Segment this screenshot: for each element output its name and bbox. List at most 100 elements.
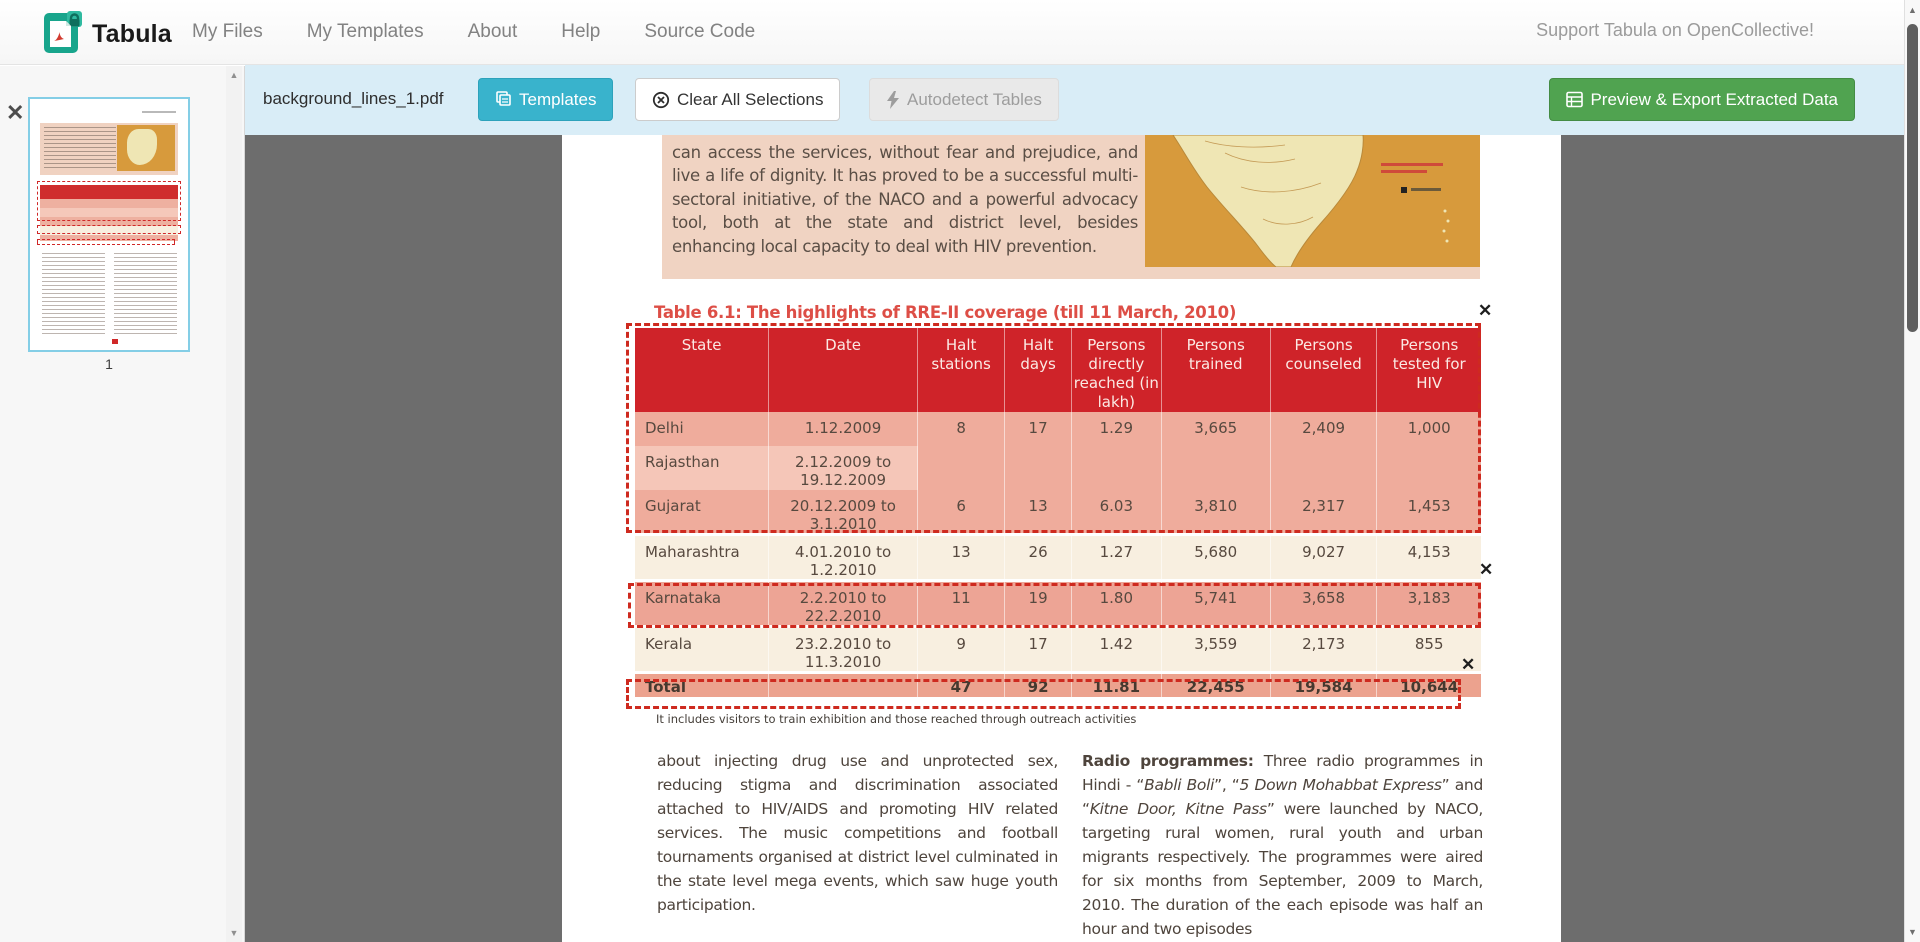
table-cell: 3,559 — [1160, 625, 1271, 673]
india-map-figure — [1145, 135, 1480, 268]
body-text-left-column: about injecting drug use and unprotected… — [657, 752, 1058, 914]
table-cell: 4,153 — [1376, 533, 1481, 581]
table-header-cell: Persons counseled — [1269, 328, 1377, 412]
table-row: Karnataka 2.2.2010 to 22.2.2010 11 19 1.80 5,… — [635, 579, 1481, 627]
table-row: Kerala 23.2.2010 to 11.3.2010 9 17 1.42 3,559… — [635, 625, 1481, 673]
nav-link-source-code[interactable]: Source Code — [644, 21, 756, 42]
thumbnail-close-icon[interactable]: ✕ — [6, 100, 25, 125]
table-header-cell: Date — [768, 328, 918, 412]
table-cell: 1,453 — [1376, 490, 1481, 535]
right-column-segment: Three radio programmes in Hindi - “ — [1082, 752, 1483, 794]
table-row: Rajasthan 2.12.2009 to 19.12.2009 — [635, 446, 1481, 490]
table-cell: 11.81 — [1071, 671, 1162, 697]
sidebar-scroll-up-icon[interactable]: ▲ — [229, 70, 239, 80]
table-cell: 17 — [1004, 412, 1072, 490]
autodetect-tables-button[interactable]: Autodetect Tables — [869, 78, 1059, 121]
scroll-down-icon[interactable]: ▼ — [1908, 927, 1917, 937]
thumb-header-line — [142, 111, 176, 113]
table-cell: 17 — [1004, 625, 1072, 673]
sidebar-scroll-down-icon[interactable]: ▼ — [229, 928, 239, 938]
thumb-map — [117, 125, 175, 171]
table-cell: 4.01.2010 to 1.2.2010 — [768, 533, 918, 581]
table-cell: 2.2.2010 to 22.2.2010 — [768, 579, 918, 627]
thumb-text-col-right — [114, 253, 177, 335]
table-cell: 855 — [1376, 625, 1481, 673]
table-cell: 92 — [1004, 671, 1072, 697]
body-text-right-column: Radio programmes: Three radio programmes… — [1082, 749, 1483, 941]
table-row: Maharashtra 4.01.2010 to 1.2.2010 13 26 1.27… — [635, 533, 1481, 581]
nav-link-about[interactable]: About — [467, 21, 518, 42]
table-cell: 10,644 — [1376, 671, 1481, 697]
page-thumbnail[interactable] — [28, 97, 190, 352]
table-cell: 8 — [917, 412, 1005, 490]
table-cell: 1.42 — [1071, 625, 1162, 673]
brand-link[interactable]: Tabula — [44, 11, 172, 58]
table-cell: Kerala — [635, 625, 769, 673]
right-column-segment: ” were launched by NACO, targeting rural… — [1082, 800, 1483, 938]
table-cell: Gujarat — [635, 490, 769, 535]
templates-icon — [495, 91, 512, 108]
thumb-text-col-left — [42, 253, 105, 335]
clear-selections-icon — [652, 91, 670, 109]
table-cell: 26 — [1004, 533, 1072, 581]
table-cell: 1,000 — [1376, 412, 1481, 490]
table-cell: Maharashtra — [635, 533, 769, 581]
table-cell: 1.80 — [1071, 579, 1162, 627]
preview-export-label: Preview & Export Extracted Data — [1590, 89, 1838, 109]
toolbar: background_lines_1.pdf Templates Clear A… — [245, 65, 1904, 135]
table-header-cell: Persons tested for HIV — [1376, 328, 1481, 412]
table-row: Total 47 92 11.81 22,455 19,584 10,644 — [635, 671, 1481, 697]
right-column-segment: ” and “ — [1082, 776, 1483, 818]
thumbnail-page-number: 1 — [105, 356, 113, 372]
scroll-up-icon[interactable]: ▲ — [1908, 5, 1917, 15]
table-header-cell: Persons directly reached (in lakh) — [1071, 328, 1162, 412]
table-cell: 11 — [917, 579, 1005, 627]
table-header-cell: State — [635, 328, 769, 412]
window-scrollbar[interactable]: ▲ ▼ — [1904, 0, 1920, 942]
table-cell: Total — [635, 671, 769, 697]
table-cell: 19 — [1004, 579, 1072, 627]
table-cell: 2,173 — [1269, 625, 1377, 673]
selection-box-2[interactable] — [628, 583, 1481, 628]
table-cell: 5,741 — [1160, 579, 1271, 627]
tabula-logo-icon — [44, 11, 82, 58]
table-cell: 23.2.2010 to 11.3.2010 — [768, 625, 918, 673]
thumb-selection-3 — [37, 239, 175, 245]
selection-close-button-2[interactable]: ✕ — [1479, 560, 1494, 579]
table-cell: 5,680 — [1160, 533, 1271, 581]
nav-link-help[interactable]: Help — [561, 21, 601, 42]
table-cell: 9,027 — [1269, 533, 1377, 581]
table-cell: 20.12.2009 to 3.1.2010 — [768, 490, 918, 535]
top-navbar: Tabula My Files My Templates About Help Sour… — [0, 0, 1904, 65]
table-cell: 19,584 — [1269, 671, 1377, 697]
support-link[interactable]: Support Tabula on OpenCollective! — [1536, 20, 1814, 40]
preview-export-button[interactable]: Preview & Export Extracted Data — [1549, 78, 1855, 121]
selection-box-1[interactable] — [626, 323, 1481, 533]
table-cell: 2.12.2009 to 19.12.2009 — [768, 446, 918, 490]
nav-links: My Files My Templates About Help Source Code — [192, 0, 755, 64]
thumb-selection-1 — [37, 181, 181, 221]
table-cell: 1.12.2009 — [768, 412, 918, 446]
pdf-page-canvas[interactable]: can access the services, without fear an… — [562, 135, 1561, 942]
thumb-selection-dot — [112, 339, 118, 344]
table-header-cell: Persons trained — [1160, 328, 1271, 412]
thumb-selection-2 — [37, 225, 181, 234]
nav-link-my-templates[interactable]: My Templates — [306, 21, 424, 42]
table-cell: 6.03 — [1071, 490, 1162, 535]
clear-all-selections-button[interactable]: Clear All Selections — [635, 78, 841, 121]
sidebar-scrollbar[interactable]: ▲ ▼ — [226, 66, 242, 942]
selection-close-button-1[interactable]: ✕ — [1478, 301, 1493, 320]
templates-button[interactable]: Templates — [478, 78, 614, 121]
scrollbar-thumb[interactable] — [1907, 24, 1918, 332]
table-cell: 3,665 — [1160, 412, 1271, 490]
table-row: Gujarat 20.12.2009 to 3.1.2010 6 13 6.03 3,81… — [635, 490, 1481, 535]
table-cell: 6 — [917, 490, 1005, 535]
table-cell: 13 — [1004, 490, 1072, 535]
table-header-cell: Halt stations — [917, 328, 1005, 412]
table-cell: 1.27 — [1071, 533, 1162, 581]
selection-close-button-3[interactable]: ✕ — [1461, 655, 1476, 674]
table-cell: 47 — [917, 671, 1005, 697]
clear-selections-label: Clear All Selections — [677, 89, 824, 109]
selection-box-3[interactable] — [626, 679, 1461, 709]
nav-link-my-files[interactable]: My Files — [192, 21, 263, 42]
